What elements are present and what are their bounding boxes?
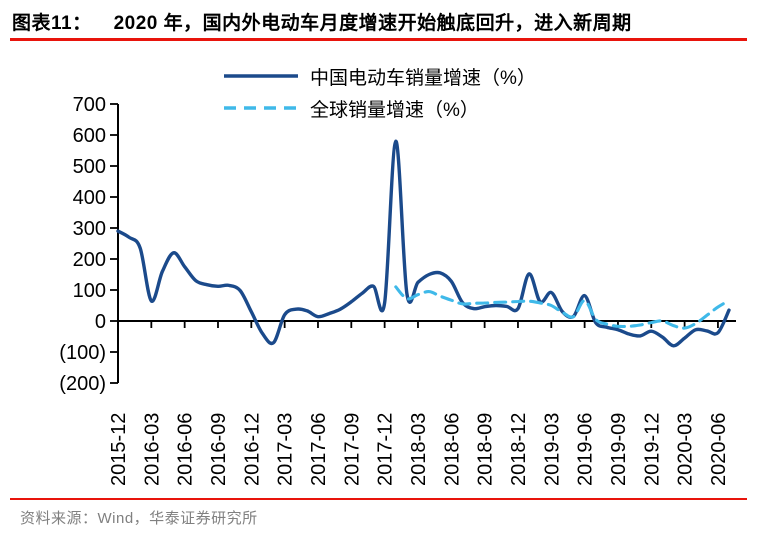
x-axis-label: 2018-03 (408, 413, 430, 486)
x-axis-label: 2016-06 (175, 413, 197, 486)
x-axis-label: 2016-09 (208, 413, 230, 486)
y-axis-label: (200) (59, 373, 106, 395)
china-line-swatch-icon (224, 74, 298, 78)
x-axis-label: 2020-03 (675, 413, 697, 486)
page-title: 2020 年，国内外电动车月度增速开始触底回升，进入新周期 (113, 13, 632, 34)
y-axis-label: 400 (73, 187, 106, 209)
y-axis-label: 100 (73, 280, 106, 302)
chart-header: 图表11： 2020 年，国内外电动车月度增速开始触底回升，进入新周期 (12, 8, 752, 35)
x-axis-label: 2018-09 (475, 413, 497, 486)
y-axis-label: 200 (73, 249, 106, 271)
x-axis-label: 2018-12 (508, 413, 530, 486)
global-dashed-line-swatch-icon (224, 106, 298, 110)
x-axis-label: 2019-12 (641, 413, 663, 486)
y-axis-label: 500 (73, 156, 106, 178)
y-axis-label: 0 (95, 311, 106, 333)
x-axis-label: 2018-06 (441, 413, 463, 486)
x-axis-label: 2016-12 (241, 413, 263, 486)
x-axis-label: 2019-09 (608, 413, 630, 486)
x-axis-label: 2017-06 (308, 413, 330, 486)
x-axis-label: 2017-03 (275, 413, 297, 486)
x-axis-label: 2019-03 (541, 413, 563, 486)
figure-number: 图表11： (12, 13, 92, 34)
x-axis-label: 2017-12 (375, 413, 397, 486)
y-axis-label: 600 (73, 125, 106, 147)
china-series-line (116, 139, 731, 348)
x-axis-label: 2019-06 (575, 413, 597, 486)
source-divider (10, 498, 747, 500)
legend-label-china: 中国电动车销量增速（%） (310, 67, 536, 89)
x-axis-label: 2017-09 (341, 413, 363, 486)
x-axis-label: 2015-12 (108, 413, 130, 486)
legend-item-global: 全球销量增速（%） (224, 92, 536, 124)
x-axis-label: 2020-06 (708, 413, 730, 486)
title-underline (10, 38, 747, 41)
legend-label-global: 全球销量增速（%） (310, 99, 479, 121)
y-axis-label: (100) (59, 342, 106, 364)
y-axis-label: 300 (73, 218, 106, 240)
x-axis-label: 2016-03 (141, 413, 163, 486)
y-axis-label: 700 (73, 94, 106, 116)
global-series-line (394, 285, 731, 330)
source-note: 资料来源：Wind，华泰证券研究所 (20, 510, 258, 527)
legend: 中国电动车销量增速（%） 全球销量增速（%） (224, 60, 536, 124)
legend-item-china: 中国电动车销量增速（%） (224, 60, 536, 92)
